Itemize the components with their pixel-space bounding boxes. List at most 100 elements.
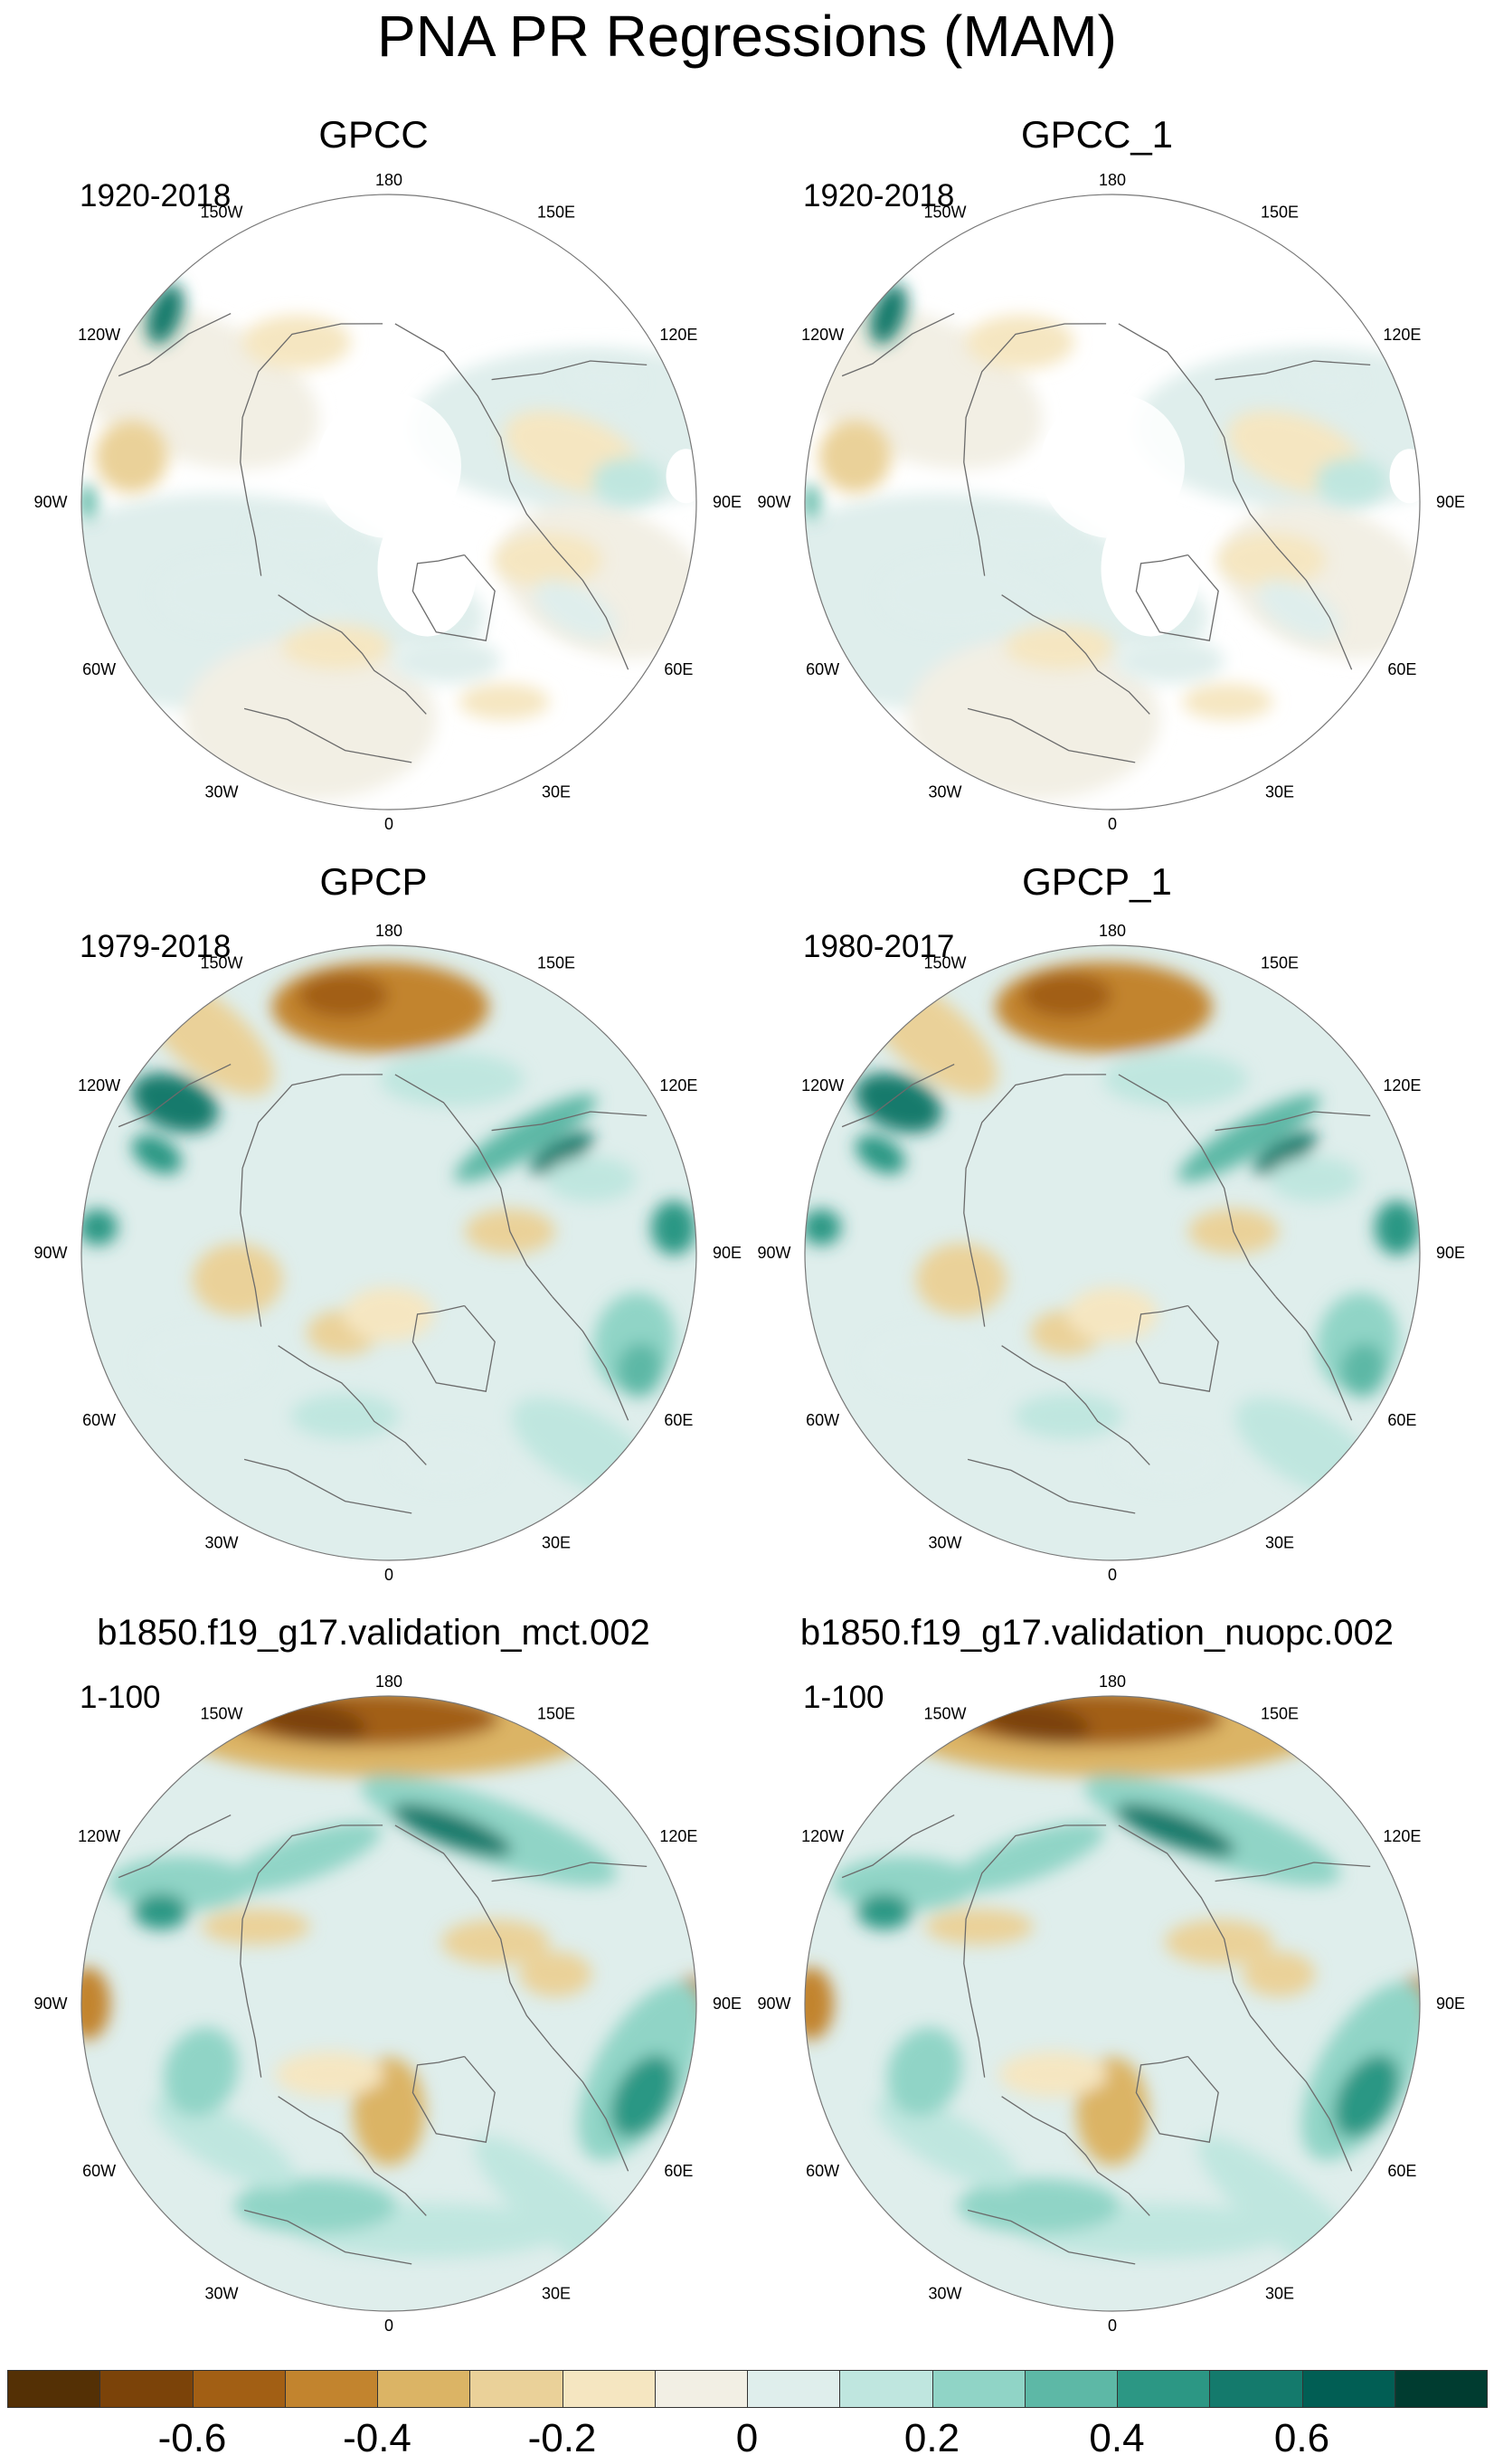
map-panel: b1850.f19_g17.validation_mct.002 1-100 180… bbox=[0, 1610, 747, 2357]
longitude-label: 30W bbox=[928, 782, 961, 801]
panel-period: 1-100 bbox=[803, 1680, 884, 1715]
anomaly-region bbox=[950, 1822, 1105, 1892]
longitude-label: 120W bbox=[78, 1076, 120, 1095]
polar-map: 180 150E 120E 90E 60E 30E 0 30W 60W 90W 120W 150W bbox=[33, 1673, 742, 2335]
anomaly-region bbox=[915, 1243, 1007, 1316]
colorbar-swatch bbox=[1117, 2370, 1211, 2408]
anomaly-region bbox=[201, 1909, 310, 1945]
colorbar-swatch bbox=[284, 2370, 378, 2408]
panel-period: 1979-2018 bbox=[80, 929, 232, 964]
coastline bbox=[243, 2209, 412, 2265]
anomaly-region bbox=[971, 510, 1081, 556]
longitude-label: 120W bbox=[78, 326, 120, 344]
colorbar-tick-label: -0.4 bbox=[343, 2416, 411, 2460]
panel-title: GPCP bbox=[319, 860, 428, 903]
longitude-label: 60W bbox=[82, 1411, 116, 1429]
coastline bbox=[491, 1111, 648, 1132]
map-panel: GPCC_1 1920-2018 180 150E 120E 90E 60E 30E 0 30W 6… bbox=[723, 109, 1470, 856]
coastline bbox=[118, 313, 232, 377]
longitude-label: 90W bbox=[33, 1995, 67, 2013]
longitude-label: 150W bbox=[923, 954, 966, 972]
longitude-label: 150W bbox=[200, 204, 242, 222]
anomaly-region bbox=[1164, 1919, 1273, 1965]
anomaly-region bbox=[290, 1393, 400, 1439]
anomaly-region bbox=[591, 457, 665, 505]
coastline bbox=[240, 1074, 383, 1327]
longitude-label: 120E bbox=[659, 1827, 697, 1845]
coastline bbox=[240, 1824, 383, 2078]
coastline bbox=[1001, 1345, 1150, 1465]
longitude-label: 30W bbox=[204, 2284, 238, 2302]
coastline bbox=[1135, 554, 1219, 641]
anomaly-region bbox=[275, 2052, 384, 2098]
anomaly-region bbox=[298, 972, 389, 1019]
longitude-label: 150W bbox=[923, 1705, 966, 1723]
anomaly-region bbox=[1216, 533, 1326, 587]
coastline bbox=[240, 323, 383, 576]
anomaly-region bbox=[530, 1132, 594, 1174]
longitude-label: 120E bbox=[1383, 326, 1421, 344]
coastline bbox=[552, 2046, 629, 2172]
longitude-label: 30E bbox=[542, 1533, 571, 1551]
anomaly-region bbox=[1269, 1156, 1360, 1202]
map-border bbox=[80, 944, 697, 1561]
figure-title: PNA PR Regressions (MAM) bbox=[377, 4, 1117, 69]
longitude-label: 120W bbox=[801, 326, 844, 344]
colorbar-tick-label: 0.2 bbox=[903, 2416, 960, 2460]
anomaly-region bbox=[131, 1134, 182, 1174]
longitude-label: 120E bbox=[659, 1076, 697, 1095]
anomaly-region bbox=[493, 533, 602, 587]
longitude-label: 150W bbox=[200, 1705, 242, 1723]
panel-period: 1920-2018 bbox=[80, 178, 232, 213]
coastline bbox=[278, 594, 427, 715]
longitude-label: 90W bbox=[757, 1244, 790, 1262]
anomaly-region bbox=[1243, 1951, 1316, 1997]
anomaly-region bbox=[1116, 638, 1225, 684]
coastline bbox=[1001, 594, 1150, 715]
coastline bbox=[118, 1815, 232, 1879]
panel-title: GPCP_1 bbox=[1022, 860, 1172, 903]
anomaly-region bbox=[392, 638, 501, 684]
longitude-label: 60W bbox=[82, 660, 116, 678]
anomaly-region bbox=[459, 683, 550, 720]
anomaly-region bbox=[617, 1342, 663, 1398]
longitude-label: 180 bbox=[375, 1673, 402, 1691]
coastline bbox=[1275, 2046, 1353, 2172]
anomaly-region bbox=[152, 2095, 297, 2189]
coastline bbox=[411, 1304, 496, 1392]
anomaly-region bbox=[545, 1156, 637, 1202]
longitude-label: 180 bbox=[375, 922, 402, 940]
anomaly-region bbox=[248, 510, 357, 556]
longitude-label: 0 bbox=[1108, 2317, 1117, 2335]
anomaly-region bbox=[875, 2095, 1020, 2189]
coastline bbox=[841, 1064, 955, 1128]
anomaly-region bbox=[81, 1967, 110, 2040]
coastline bbox=[394, 1824, 553, 2048]
colorbar-swatch bbox=[747, 2370, 841, 2408]
colorbar-swatch bbox=[469, 2370, 563, 2408]
longitude-label: 90W bbox=[757, 493, 790, 511]
longitude-label: 30E bbox=[1265, 2284, 1294, 2302]
polar-map: 180 150E 120E 90E 60E 30E 0 30W 60W 90W 120W 150W bbox=[33, 922, 742, 1584]
longitude-label: 150E bbox=[537, 954, 575, 972]
longitude-label: 60E bbox=[1387, 1411, 1416, 1429]
anomaly-region bbox=[81, 484, 97, 520]
anomaly-region bbox=[862, 1329, 989, 1392]
longitude-label: 90W bbox=[33, 1244, 67, 1262]
map-panel: GPCC 1920-2018 180 150E 120E 90E 60E 30E 0 30W 60W… bbox=[0, 109, 747, 856]
anomaly-region bbox=[133, 1893, 188, 1930]
panel-title: GPCC_1 bbox=[1020, 113, 1174, 156]
longitude-label: 150E bbox=[1261, 954, 1299, 972]
map-border bbox=[80, 194, 697, 810]
anomaly-region bbox=[924, 1909, 1034, 1945]
panel-title: GPCC bbox=[318, 113, 429, 156]
colorbar-swatch bbox=[99, 2370, 194, 2408]
map-border bbox=[804, 944, 1421, 1561]
longitude-label: 30W bbox=[204, 1533, 238, 1551]
longitude-label: 150E bbox=[1261, 1705, 1299, 1723]
anomaly-region bbox=[966, 315, 1074, 370]
longitude-label: 90E bbox=[1436, 493, 1465, 511]
longitude-label: 150E bbox=[537, 1705, 575, 1723]
colorbar-tick-label: -0.2 bbox=[527, 2416, 597, 2460]
anomaly-region bbox=[1315, 457, 1388, 505]
